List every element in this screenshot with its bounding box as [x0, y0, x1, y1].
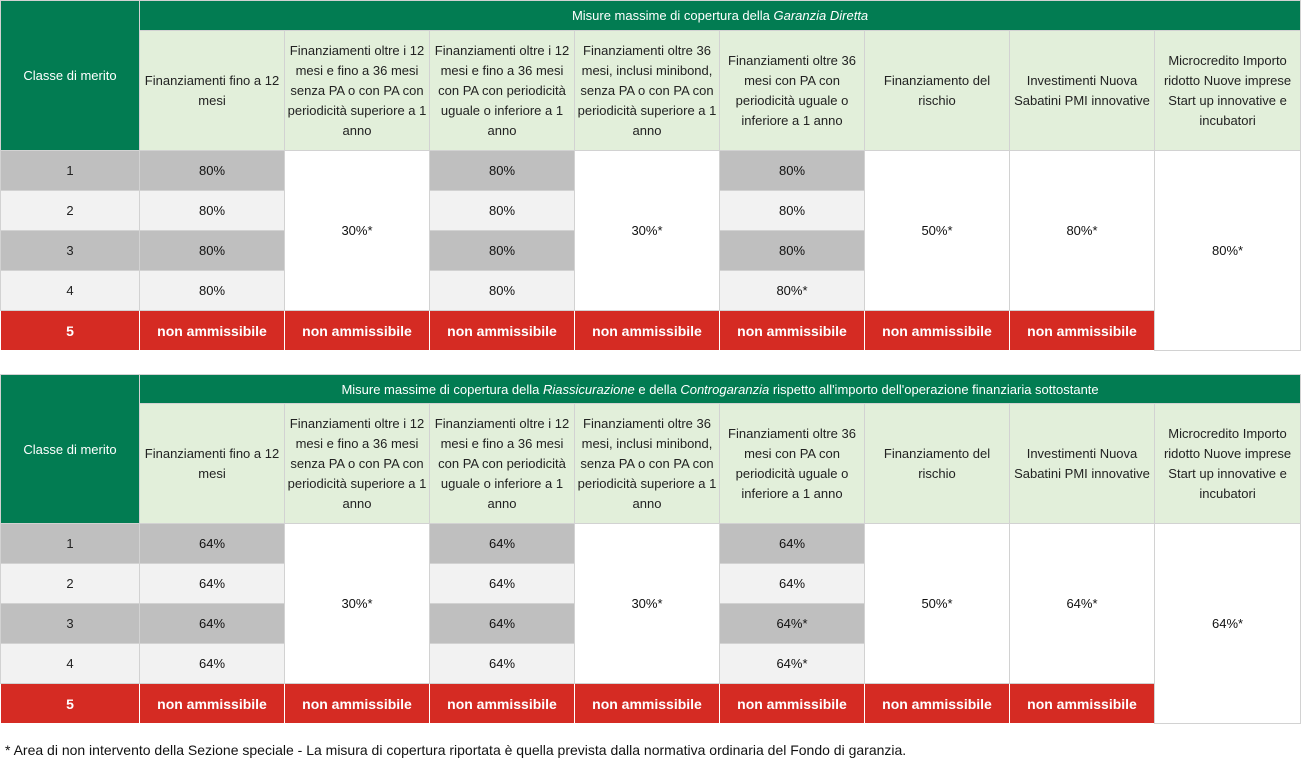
coverage-cell: 80% — [139, 230, 285, 271]
coverage-cell: 80% — [429, 150, 575, 191]
coverage-cell: 64% — [429, 643, 575, 684]
column-header: Finanziamenti oltre 36 mesi, inclusi min… — [574, 30, 720, 151]
merit-class-cell: 5 — [0, 683, 140, 724]
merit-class-cell: 3 — [0, 603, 140, 644]
column-header: Finanziamenti oltre i 12 mesi e fino a 3… — [429, 403, 575, 524]
merit-class-cell: 5 — [0, 310, 140, 351]
coverage-cell-merged: 64%* — [1153, 523, 1302, 724]
coverage-cell-merged: 30%* — [284, 150, 430, 311]
coverage-cell-merged: 30%* — [574, 523, 720, 684]
column-header: Investimenti Nuova Sabatini PMI innovati… — [1009, 30, 1155, 151]
not-eligible-cell: non ammissibile — [864, 683, 1010, 724]
not-eligible-cell: non ammissibile — [139, 683, 285, 724]
not-eligible-cell: non ammissibile — [864, 310, 1010, 351]
footnote: * Area di non intervento della Sezione s… — [5, 742, 907, 758]
coverage-cell-merged: 30%* — [574, 150, 720, 311]
coverage-cell: 80% — [139, 190, 285, 231]
column-header: Microcredito Importo ridotto Nuove impre… — [1153, 403, 1302, 524]
coverage-cell: 64% — [139, 523, 285, 564]
table-row: 5 non ammissibile non ammissibile non am… — [0, 683, 1301, 724]
column-header: Finanziamenti fino a 12 mesi — [139, 30, 285, 151]
column-header: Microcredito Importo ridotto Nuove impre… — [1153, 30, 1302, 151]
reinsurance-counterguarantee-table: Classe di merito Misure massime di coper… — [0, 374, 1302, 724]
coverage-cell: 64% — [719, 523, 865, 564]
not-eligible-cell: non ammissibile — [429, 310, 575, 351]
column-header: Finanziamenti oltre i 12 mesi e fino a 3… — [284, 30, 430, 151]
table-row: 5 non ammissibile non ammissibile non am… — [0, 310, 1301, 351]
coverage-cell-merged: 50%* — [864, 150, 1010, 311]
table-row: 4 64% 64% 64%* — [0, 643, 1301, 684]
not-eligible-cell: non ammissibile — [1009, 310, 1155, 351]
table-row: 4 80% 80% 80%* — [0, 270, 1301, 311]
column-header: Finanziamento del rischio — [864, 403, 1010, 524]
coverage-cell: 64% — [139, 563, 285, 604]
guarantee-direct-table: Classe di merito Misure massime di coper… — [0, 0, 1302, 351]
coverage-cell-merged: 64%* — [1009, 523, 1155, 684]
coverage-cell: 80% — [719, 150, 865, 191]
coverage-cell: 64% — [429, 603, 575, 644]
coverage-cell: 64% — [139, 643, 285, 684]
coverage-cell: 64% — [429, 563, 575, 604]
coverage-cell-merged: 80%* — [1153, 150, 1302, 351]
coverage-cell-merged: 50%* — [864, 523, 1010, 684]
not-eligible-cell: non ammissibile — [284, 310, 430, 351]
coverage-cell: 80% — [429, 230, 575, 271]
coverage-cell-merged: 80%* — [1009, 150, 1155, 311]
coverage-cell: 80% — [429, 270, 575, 311]
not-eligible-cell: non ammissibile — [574, 310, 720, 351]
table-row: 3 80% 80% 80% — [0, 230, 1301, 271]
coverage-cell: 64%* — [719, 643, 865, 684]
column-header: Finanziamento del rischio — [864, 30, 1010, 151]
column-header: Finanziamenti fino a 12 mesi — [139, 403, 285, 524]
table-row: 2 80% 80% 80% — [0, 190, 1301, 231]
coverage-cell-merged: 30%* — [284, 523, 430, 684]
table-row: 1 80% 30%* 80% 30%* 80% 50%* 80%* 80%* — [0, 150, 1302, 351]
coverage-cell: 80%* — [719, 270, 865, 311]
table-row: 3 64% 64% 64%* — [0, 603, 1301, 644]
merit-class-cell: 3 — [0, 230, 140, 271]
coverage-cell: 80% — [719, 230, 865, 271]
merit-class-header: Classe di merito — [0, 374, 140, 524]
merit-class-cell: 2 — [0, 563, 140, 604]
column-header: Finanziamenti oltre 36 mesi con PA con p… — [719, 403, 865, 524]
not-eligible-cell: non ammissibile — [719, 310, 865, 351]
coverage-cell: 64% — [139, 603, 285, 644]
coverage-cell: 64%* — [719, 603, 865, 644]
coverage-cell: 80% — [719, 190, 865, 231]
column-header: Finanziamenti oltre 36 mesi con PA con p… — [719, 30, 865, 151]
coverage-cell: 80% — [139, 150, 285, 191]
column-header: Finanziamenti oltre i 12 mesi e fino a 3… — [429, 30, 575, 151]
coverage-cell: 80% — [429, 190, 575, 231]
not-eligible-cell: non ammissibile — [139, 310, 285, 351]
not-eligible-cell: non ammissibile — [574, 683, 720, 724]
column-header: Finanziamenti oltre 36 mesi, inclusi min… — [574, 403, 720, 524]
not-eligible-cell: non ammissibile — [719, 683, 865, 724]
merit-class-cell: 1 — [0, 523, 140, 564]
not-eligible-cell: non ammissibile — [429, 683, 575, 724]
column-header: Finanziamenti oltre i 12 mesi e fino a 3… — [284, 403, 430, 524]
table-title: Misure massime di copertura della Riassi… — [138, 374, 1302, 404]
not-eligible-cell: non ammissibile — [1009, 683, 1155, 724]
merit-class-cell: 4 — [0, 643, 140, 684]
table-row: 1 64% 30%* 64% 30%* 64% 50%* 64%* 64%* — [0, 523, 1302, 724]
merit-class-cell: 1 — [0, 150, 140, 191]
table-row: 2 64% 64% 64% — [0, 563, 1301, 604]
coverage-cell: 64% — [719, 563, 865, 604]
column-header: Investimenti Nuova Sabatini PMI innovati… — [1009, 403, 1155, 524]
merit-class-cell: 2 — [0, 190, 140, 231]
coverage-cell: 80% — [139, 270, 285, 311]
not-eligible-cell: non ammissibile — [284, 683, 430, 724]
table-title: Misure massime di copertura della Garanz… — [138, 0, 1302, 31]
merit-class-cell: 4 — [0, 270, 140, 311]
merit-class-header: Classe di merito — [0, 0, 140, 151]
coverage-cell: 64% — [429, 523, 575, 564]
